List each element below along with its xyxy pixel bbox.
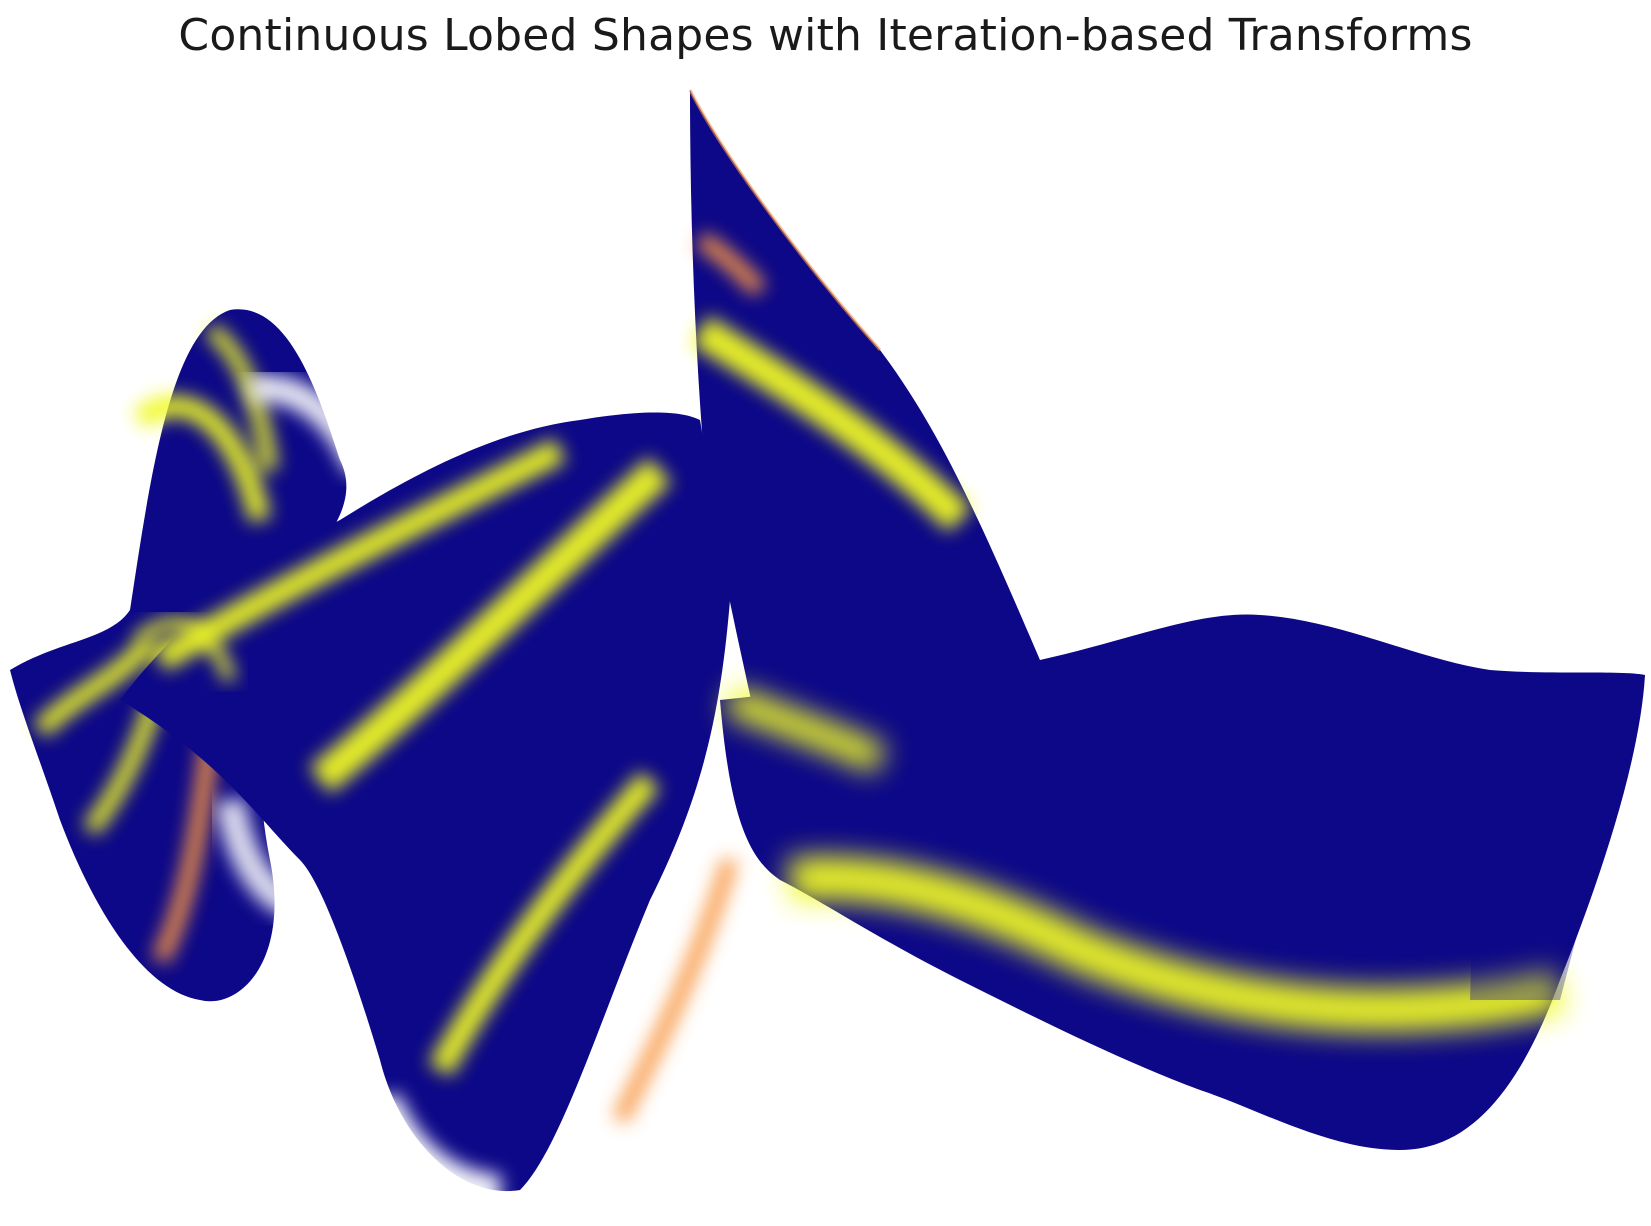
right-ribbon [720,614,1645,1150]
central-ribbon [120,412,738,1215]
figure-title: Continuous Lobed Shapes with Iteration-b… [178,10,1473,61]
spike-ribbon [688,89,1040,740]
